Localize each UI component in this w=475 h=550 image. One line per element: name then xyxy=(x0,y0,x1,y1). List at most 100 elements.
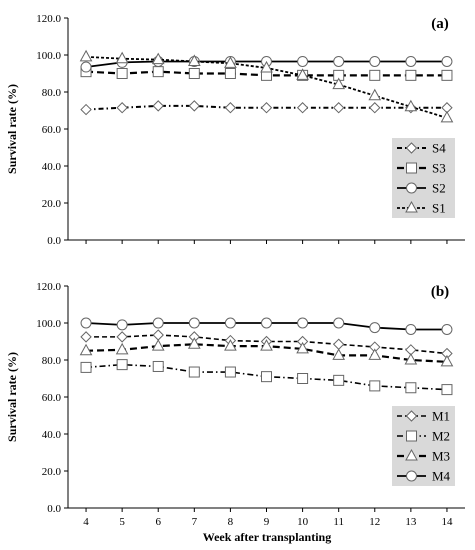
data-point-s3 xyxy=(441,69,453,81)
chart-panel-b: 0.0 20.0 40.0 60.0 80.0 100.0 120.0 4 5 6 7 8 9 10 11 1… xyxy=(5,281,465,528)
data-point-m1 xyxy=(80,331,92,343)
data-point-m3 xyxy=(404,352,418,365)
legend-marker-s4 xyxy=(405,142,418,154)
chart-panel-a: 0.0 20.0 40.0 60.0 80.0 100.0 120.0 Survival ra… xyxy=(5,13,465,247)
legend-marker-s1 xyxy=(405,200,418,213)
legend-label-m4: M4 xyxy=(432,469,451,484)
panel-label: (b) xyxy=(431,284,449,300)
data-point-s1 xyxy=(440,110,454,123)
data-point-m3 xyxy=(187,337,201,349)
data-point-m1 xyxy=(152,329,164,341)
data-point-m3 xyxy=(115,342,129,355)
x-tick-label: 12 xyxy=(369,516,380,528)
y-tick-label: 40.0 xyxy=(42,429,62,441)
data-point-s4 xyxy=(369,102,381,114)
data-point-s1 xyxy=(115,51,129,64)
data-point-m2 xyxy=(116,359,128,371)
y-tick-label: 80.0 xyxy=(42,355,62,367)
data-point-m3 xyxy=(260,339,273,351)
x-tick-label: 8 xyxy=(228,516,234,528)
data-point-s2 xyxy=(441,55,453,67)
data-point-m2 xyxy=(152,360,164,372)
data-point-m2 xyxy=(80,361,92,373)
legend: M1 M2 M3 M4 xyxy=(392,406,455,486)
data-point-m3 xyxy=(296,341,309,354)
data-point-m3 xyxy=(368,348,382,360)
data-point-s1 xyxy=(260,60,273,73)
yaxis-title: Survival rate (%) xyxy=(5,84,19,174)
x-tick-label: 6 xyxy=(155,516,161,528)
data-point-m2 xyxy=(405,382,417,394)
data-point-s1 xyxy=(368,88,382,101)
x-tick-label: 7 xyxy=(192,516,198,528)
legend-marker-s2 xyxy=(406,182,417,194)
y-tick-label: 100.0 xyxy=(36,318,61,330)
xaxis-title: Week after transplanting xyxy=(203,530,331,544)
legend-marker-m2 xyxy=(406,430,417,442)
data-point-m4 xyxy=(369,322,381,334)
data-point-m1 xyxy=(332,338,345,350)
y-tick-label: 80.0 xyxy=(42,87,62,99)
data-point-s4 xyxy=(224,102,237,114)
data-point-s3 xyxy=(152,66,164,78)
x-tick-label: 9 xyxy=(264,516,270,528)
data-point-s4 xyxy=(260,102,273,114)
y-tick-label: 60.0 xyxy=(42,392,62,404)
data-point-s4 xyxy=(152,100,164,112)
data-point-m4 xyxy=(80,317,92,329)
legend-label-s4: S4 xyxy=(432,141,446,156)
data-point-m4 xyxy=(441,323,453,335)
data-point-s3 xyxy=(369,69,381,81)
data-point-m4 xyxy=(297,317,309,329)
data-point-s1 xyxy=(151,52,165,65)
x-tick-label: 11 xyxy=(333,516,344,528)
data-point-m2 xyxy=(188,366,200,378)
data-point-s4 xyxy=(116,102,128,114)
data-point-s1 xyxy=(404,99,418,112)
panel-label: (a) xyxy=(431,16,449,32)
data-point-s2 xyxy=(333,55,345,67)
legend-marker-m4 xyxy=(406,470,417,482)
data-point-m4 xyxy=(152,317,164,329)
data-point-m4 xyxy=(261,317,272,329)
data-point-m2 xyxy=(224,366,236,378)
yaxis-title: Survival rate (%) xyxy=(5,352,19,442)
data-point-m3 xyxy=(79,343,93,356)
data-point-m2 xyxy=(369,380,381,392)
data-point-s1 xyxy=(296,68,309,80)
data-point-s1 xyxy=(332,77,346,90)
legend-label-s1: S1 xyxy=(432,201,446,216)
x-tick-label: 13 xyxy=(405,516,417,528)
y-tick-label: 60.0 xyxy=(42,124,62,136)
y-tick-label: 20.0 xyxy=(42,466,62,478)
y-tick-label: 0.0 xyxy=(47,235,61,247)
x-tick-label: 4 xyxy=(83,516,89,528)
y-tick-label: 120.0 xyxy=(36,281,61,293)
data-point-s4 xyxy=(188,100,201,112)
data-point-s2 xyxy=(80,61,92,73)
y-tick-label: 120.0 xyxy=(36,13,61,25)
data-point-m1 xyxy=(116,331,128,343)
data-point-s4 xyxy=(332,102,345,114)
data-point-s1 xyxy=(224,56,237,68)
data-point-m2 xyxy=(297,373,309,384)
series-line-s4 xyxy=(85,104,447,111)
data-point-m4 xyxy=(188,317,200,329)
legend-marker-m1 xyxy=(405,410,418,422)
data-point-m3 xyxy=(224,339,237,351)
data-point-s4 xyxy=(296,102,309,114)
legend-label-s3: S3 xyxy=(432,161,446,176)
data-point-s3 xyxy=(405,69,417,81)
x-tick-label: 14 xyxy=(441,516,453,528)
data-point-m4 xyxy=(224,317,236,329)
y-tick-label: 40.0 xyxy=(42,161,62,173)
y-tick-label: 20.0 xyxy=(42,198,62,210)
data-point-m4 xyxy=(405,323,417,335)
data-point-s3 xyxy=(116,68,128,79)
data-point-m2 xyxy=(441,384,453,396)
legend-marker-s3 xyxy=(406,162,417,174)
data-point-m4 xyxy=(333,317,345,329)
data-point-m2 xyxy=(333,374,345,386)
data-point-s3 xyxy=(188,68,200,79)
